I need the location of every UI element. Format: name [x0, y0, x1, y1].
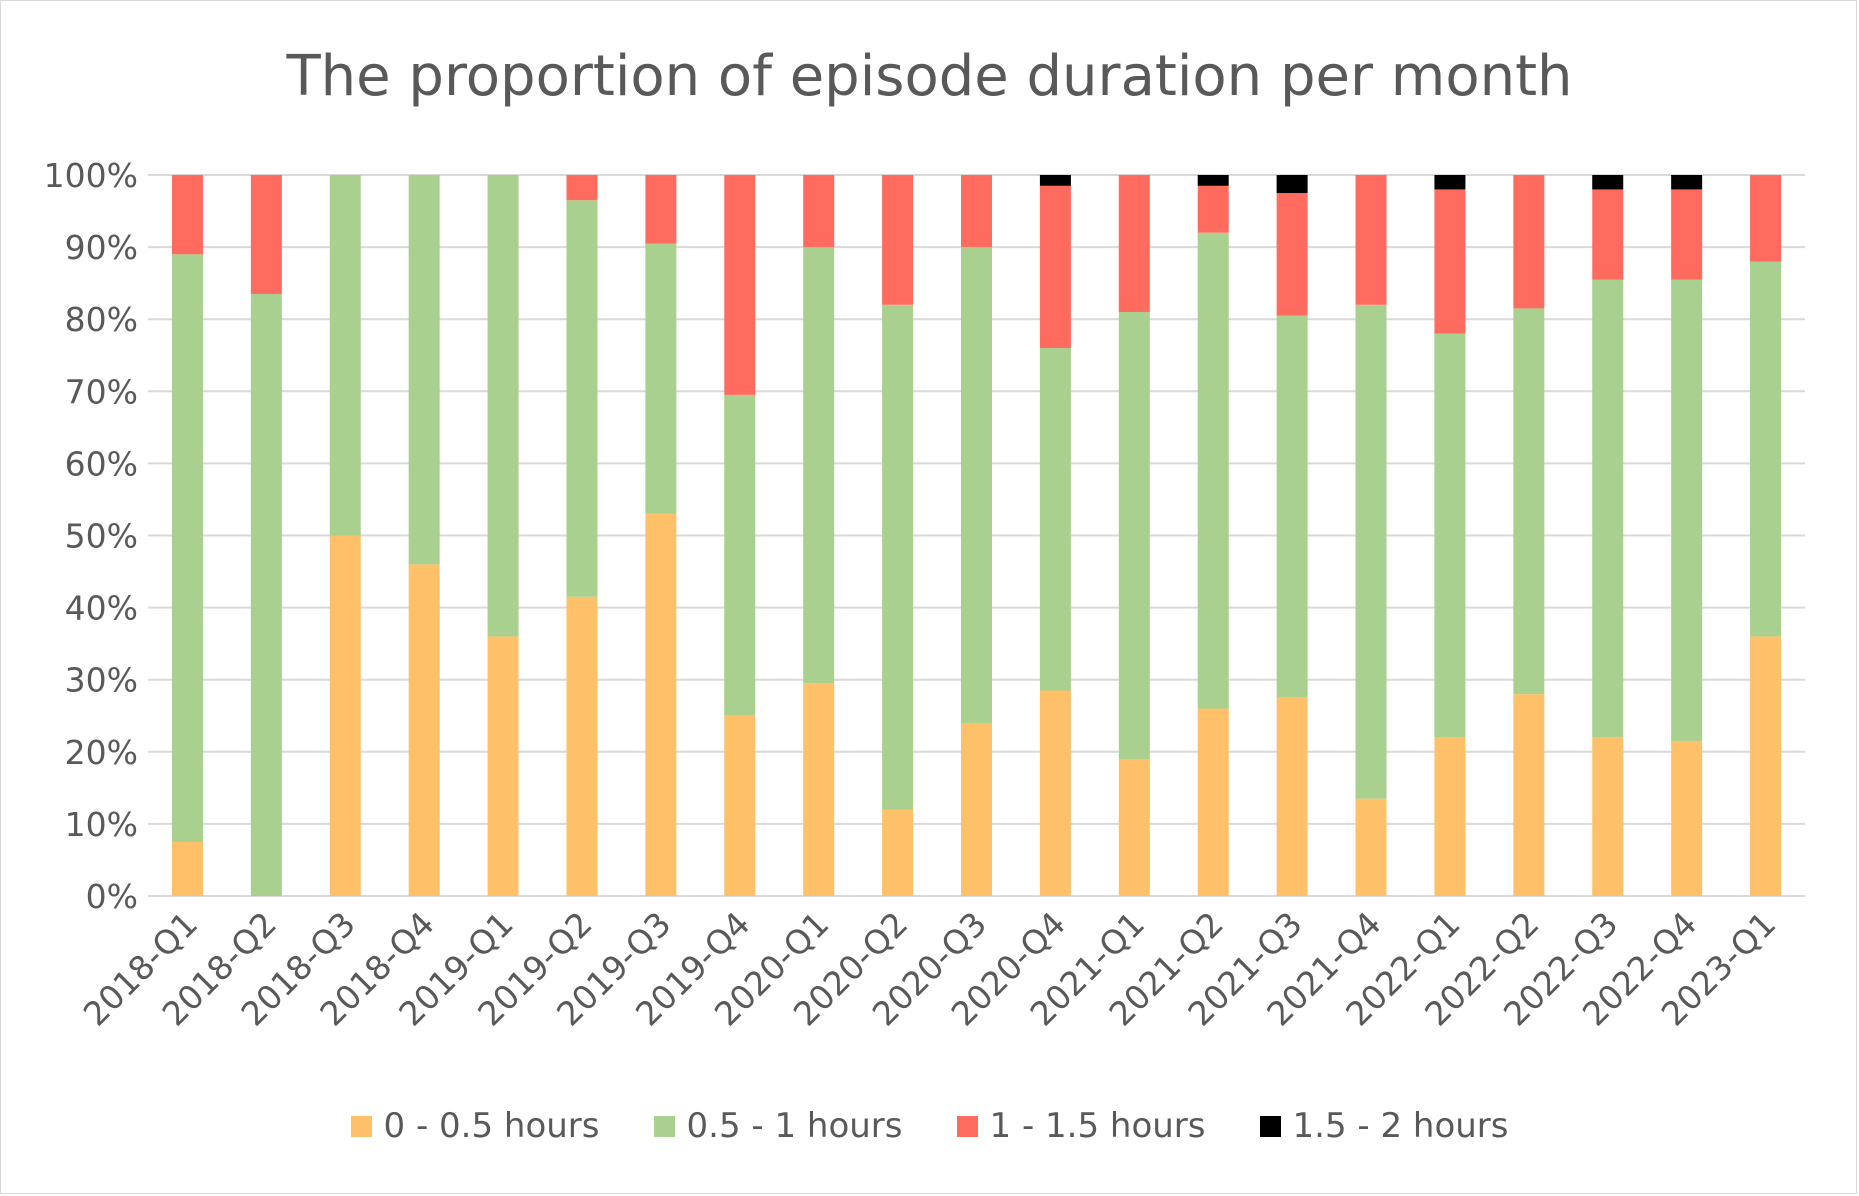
legend-swatch [956, 1115, 978, 1137]
bar-segment [408, 175, 440, 565]
legend-label: 0.5 - 1 hours [686, 1106, 903, 1146]
bar-segment [1197, 175, 1229, 186]
bar-segment [566, 200, 598, 597]
bar-segment [1434, 175, 1466, 190]
y-tick-label: 80% [65, 300, 138, 339]
bar-segment [1118, 311, 1150, 760]
bar-segment [961, 175, 992, 248]
legend-item: 0.5 - 1 hours [653, 1106, 903, 1146]
bar-segment [1276, 315, 1308, 698]
bar-segment [408, 564, 440, 896]
bar-segment [1592, 279, 1624, 738]
bar-segment [961, 722, 992, 896]
bar-segment [1039, 185, 1071, 349]
legend-swatch [350, 1115, 372, 1137]
bar-segment [1118, 759, 1150, 896]
bar-segment [1276, 193, 1308, 316]
y-tick-label: 100% [44, 156, 138, 195]
legend-label: 1.5 - 2 hours [1292, 1106, 1509, 1146]
legend-swatch [1259, 1115, 1281, 1137]
bar-segment [645, 513, 677, 896]
bar-segment [724, 175, 756, 395]
bar-segment [961, 247, 992, 723]
bar-segment [1039, 348, 1071, 691]
bar-segment [1434, 333, 1466, 738]
y-tick-label: 20% [65, 733, 138, 772]
bar-segment [1513, 308, 1545, 695]
y-tick-label: 10% [65, 805, 138, 844]
bar-segment [1671, 279, 1703, 741]
y-tick-label: 30% [65, 661, 138, 700]
bar-segment [1750, 636, 1782, 896]
bar-segment [1434, 189, 1466, 334]
bar-segment [1197, 232, 1229, 709]
bar-segment [1039, 175, 1071, 186]
bar-segment [487, 175, 519, 637]
bar-segment [250, 175, 282, 294]
chart-legend: 0 - 0.5 hours 0.5 - 1 hours 1 - 1.5 hours 1… [0, 1106, 1859, 1146]
legend-item: 1 - 1.5 hours [956, 1106, 1206, 1146]
bar-segment [1513, 175, 1545, 309]
bar-segment [1671, 189, 1703, 280]
bar-segment [1750, 175, 1782, 262]
bar-segment [1197, 185, 1229, 233]
bar-segment [1671, 175, 1703, 190]
legend-swatch [653, 1115, 675, 1137]
bar-segment [329, 535, 361, 896]
bar-segment [1592, 175, 1624, 190]
bar-segment [329, 175, 361, 536]
chart-title: The proportion of episode duration per m… [286, 44, 1573, 109]
y-tick-label: 40% [65, 589, 138, 628]
bar-segment [566, 596, 598, 896]
bar-segment [724, 394, 756, 716]
bar-segment [882, 175, 914, 305]
bar-segment [1355, 304, 1387, 799]
bar-segment [1671, 740, 1703, 896]
bar-segment [1276, 697, 1308, 896]
bar-segment [803, 683, 835, 896]
legend-item: 0 - 0.5 hours [350, 1106, 600, 1146]
bar-segment [645, 175, 677, 244]
bar-segment [803, 175, 835, 248]
y-tick-label: 90% [65, 228, 138, 267]
bar-segment [487, 636, 519, 896]
bar-segment [882, 809, 914, 896]
bar-segment [803, 247, 835, 684]
bar-segment [1197, 708, 1229, 896]
bar-segment [1355, 798, 1387, 896]
bar-segment [1434, 737, 1466, 896]
y-tick-label: 70% [65, 372, 138, 411]
bar-segment [1276, 175, 1308, 194]
bar-segment [1039, 690, 1071, 896]
bar-segment [1355, 175, 1387, 305]
bar-segment [171, 841, 203, 896]
legend-label: 1 - 1.5 hours [989, 1106, 1206, 1146]
bar-segment [724, 715, 756, 896]
bar-segment [566, 175, 598, 201]
bar-segment [171, 175, 203, 255]
y-tick-label: 50% [65, 517, 138, 556]
bar-segment [645, 243, 677, 514]
bar-segment [1592, 189, 1624, 280]
legend-item: 1.5 - 2 hours [1259, 1106, 1509, 1146]
bar-segment [250, 293, 282, 897]
bar-segment [1118, 175, 1150, 312]
legend-label: 0 - 0.5 hours [383, 1106, 600, 1146]
y-tick-label: 0% [86, 877, 138, 916]
bar-segment [171, 254, 203, 842]
bar-segment [1592, 737, 1624, 896]
bar-segment [1750, 261, 1782, 637]
bar-segment [882, 304, 914, 810]
bar-segment [1513, 694, 1545, 896]
y-tick-label: 60% [65, 444, 138, 483]
